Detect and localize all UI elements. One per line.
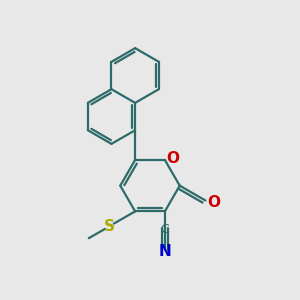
Text: N: N	[158, 244, 171, 259]
Text: C: C	[160, 223, 169, 236]
Text: O: O	[207, 194, 220, 209]
Text: O: O	[167, 151, 180, 166]
Text: S: S	[104, 219, 115, 234]
